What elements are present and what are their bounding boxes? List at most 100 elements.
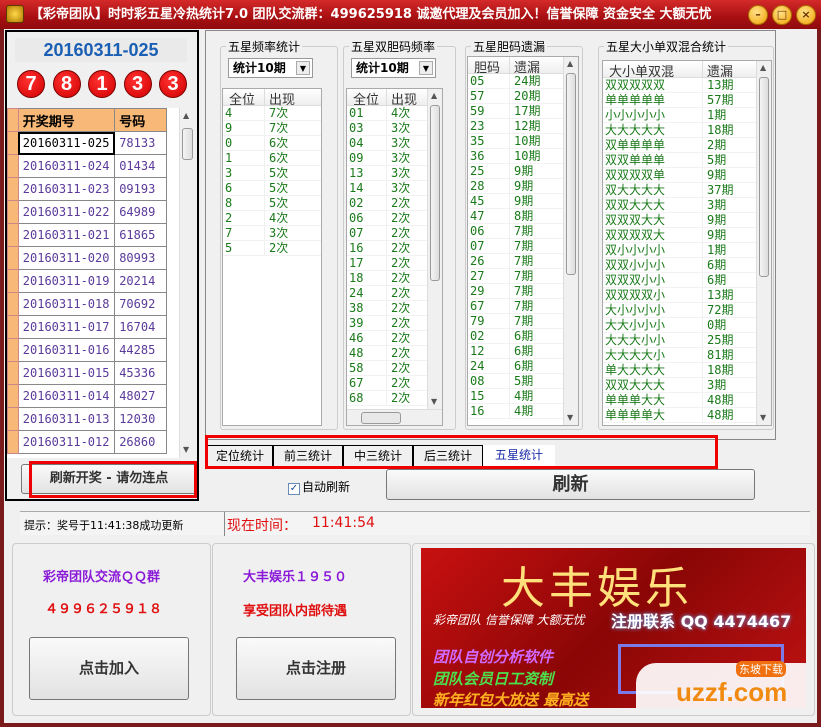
list-item[interactable]: 13 3次 — [347, 166, 442, 181]
list-item[interactable]: 04 3次 — [347, 136, 442, 151]
list-item[interactable]: 09 3次 — [347, 151, 442, 166]
list-item[interactable]: 双双双双单 9期 — [603, 168, 771, 183]
tab-2[interactable]: 中三统计 — [343, 445, 413, 466]
maximize-button[interactable]: □ — [772, 5, 792, 25]
list-item[interactable]: 07 7期 — [468, 239, 578, 254]
list-item[interactable]: 08 5期 — [468, 374, 578, 389]
table-row[interactable]: 20160311-025 78133 — [7, 131, 167, 155]
list-item[interactable]: 双大大大大 37期 — [603, 183, 771, 198]
list-item[interactable]: 27 7期 — [468, 269, 578, 284]
list-item[interactable]: 双双双双大 9期 — [603, 228, 771, 243]
table-row[interactable]: 20160311-019 20214 — [7, 269, 167, 293]
list-item[interactable]: 大大大小小 25期 — [603, 333, 771, 348]
table-row[interactable]: 20160311-016 44285 — [7, 338, 167, 362]
list-scrollbar[interactable]: ▲ ▼ — [427, 89, 442, 409]
pair-freq-list[interactable]: 全位 出现 01 4次 03 3次 04 3次 09 3次 13 3次 14 3次 02 2次 06 2次 07 2次… — [346, 88, 443, 426]
list-item[interactable]: 大大小小小 0期 — [603, 318, 771, 333]
list-item[interactable]: 06 2次 — [347, 211, 442, 226]
list-item[interactable]: 17 2次 — [347, 256, 442, 271]
tab-3[interactable]: 后三统计 — [413, 445, 483, 466]
table-row[interactable]: 20160311-020 80993 — [7, 246, 167, 270]
list-item[interactable]: 05 24期 — [468, 74, 578, 89]
list-item[interactable]: 68 2次 — [347, 391, 442, 406]
list-item[interactable]: 双双双大大 9期 — [603, 213, 771, 228]
list-item[interactable]: 24 6期 — [468, 359, 578, 374]
list-item[interactable]: 38 2次 — [347, 301, 442, 316]
list-item[interactable]: 双双小小小 6期 — [603, 258, 771, 273]
list-item[interactable]: 58 2次 — [347, 361, 442, 376]
column-header[interactable]: 大小单双混 — [603, 61, 703, 80]
table-row[interactable]: 20160311-018 70692 — [7, 292, 167, 316]
list-item[interactable]: 7 3次 — [223, 226, 321, 241]
table-row[interactable]: 20160311-014 48027 — [7, 384, 167, 408]
list-item[interactable]: 14 3次 — [347, 181, 442, 196]
table-row[interactable]: 20160311-012 26860 — [7, 430, 167, 454]
table-row[interactable]: 20160311-021 61865 — [7, 223, 167, 247]
column-header[interactable]: 遗漏 — [514, 61, 541, 76]
list-item[interactable]: 07 2次 — [347, 226, 442, 241]
list-item[interactable]: 双双双双小 13期 — [603, 288, 771, 303]
list-item[interactable]: 0 6次 — [223, 136, 321, 151]
table-row[interactable]: 20160311-013 12030 — [7, 407, 167, 431]
list-item[interactable]: 1 6次 — [223, 151, 321, 166]
list-item[interactable]: 06 7期 — [468, 224, 578, 239]
table-row[interactable]: 20160311-024 01434 — [7, 154, 167, 178]
minimize-button[interactable]: – — [748, 5, 768, 25]
refresh-draw-button[interactable]: 刷新开奖 - 请勿连点 — [21, 464, 197, 494]
list-item[interactable]: 单单单单单 57期 — [603, 93, 771, 108]
list-item[interactable]: 03 3次 — [347, 121, 442, 136]
list-item[interactable]: 双双双双双 13期 — [603, 78, 771, 93]
list-item[interactable]: 39 2次 — [347, 316, 442, 331]
list-item[interactable]: 8 5次 — [223, 196, 321, 211]
table-row[interactable]: 20160311-017 16704 — [7, 315, 167, 339]
tab-0[interactable]: 定位统计 — [207, 445, 273, 466]
list-item[interactable]: 79 7期 — [468, 314, 578, 329]
list-item[interactable]: 2 4次 — [223, 211, 321, 226]
list-item[interactable]: 小小小小小 1期 — [603, 108, 771, 123]
list-item[interactable]: 大大大大大 18期 — [603, 123, 771, 138]
list-item[interactable]: 16 2次 — [347, 241, 442, 256]
list-item[interactable]: 48 2次 — [347, 346, 442, 361]
column-header[interactable]: 遗漏 — [707, 65, 734, 80]
tab-1[interactable]: 前三统计 — [273, 445, 343, 466]
table-row[interactable]: 20160311-023 09193 — [7, 177, 167, 201]
list-item[interactable]: 12 6期 — [468, 344, 578, 359]
list-item[interactable]: 28 9期 — [468, 179, 578, 194]
list-item[interactable]: 5 2次 — [223, 241, 321, 256]
list-item[interactable]: 35 10期 — [468, 134, 578, 149]
list-item[interactable]: 23 12期 — [468, 119, 578, 134]
list-item[interactable]: 大大大大小 81期 — [603, 348, 771, 363]
list-item[interactable]: 57 20期 — [468, 89, 578, 104]
list-item[interactable]: 双单单单单 2期 — [603, 138, 771, 153]
list-item[interactable]: 单大大大大 18期 — [603, 363, 771, 378]
list-item[interactable]: 25 9期 — [468, 164, 578, 179]
list-item[interactable]: 双小小小小 1期 — [603, 243, 771, 258]
tab-4[interactable]: 五星统计 — [483, 445, 555, 466]
list-item[interactable]: 02 6期 — [468, 329, 578, 344]
list-item[interactable]: 15 4期 — [468, 389, 578, 404]
column-header[interactable]: 全位 — [223, 89, 265, 108]
column-header[interactable]: 胆码 — [468, 57, 510, 76]
list-item[interactable]: 双双单单单 5期 — [603, 153, 771, 168]
pair-period-select[interactable]: 统计10期 ▼ — [351, 58, 436, 78]
list-item[interactable]: 大小小小小 72期 — [603, 303, 771, 318]
list-item[interactable]: 单单单大大 48期 — [603, 393, 771, 408]
list-item[interactable]: 24 2次 — [347, 286, 442, 301]
freq-list[interactable]: 全位 出现 4 7次 9 7次 0 6次 1 6次 3 5次 6 5次 8 5次 2 4次 7 3次 5 2次 — [222, 88, 322, 426]
list-item[interactable]: 4 7次 — [223, 106, 321, 121]
freq-period-select[interactable]: 统计10期 ▼ — [228, 58, 313, 78]
list-hscrollbar[interactable] — [347, 409, 442, 425]
table-row[interactable]: 20160311-015 45336 — [7, 361, 167, 385]
list-item[interactable]: 67 2次 — [347, 376, 442, 391]
mix-list[interactable]: 大小单双混 遗漏 双双双双双 13期 单单单单单 57期 小小小小小 1期 大大大大大 18期 双单… — [602, 60, 772, 426]
list-item[interactable]: 26 7期 — [468, 254, 578, 269]
list-item[interactable]: 18 2次 — [347, 271, 442, 286]
close-button[interactable]: × — [796, 5, 816, 25]
list-item[interactable]: 36 10期 — [468, 149, 578, 164]
list-item[interactable]: 47 8期 — [468, 209, 578, 224]
list-item[interactable]: 9 7次 — [223, 121, 321, 136]
list-item[interactable]: 01 4次 — [347, 106, 442, 121]
list-item[interactable]: 02 2次 — [347, 196, 442, 211]
column-header[interactable]: 出现 — [269, 93, 296, 108]
ad-banner[interactable]: 大丰娱乐 彩帝团队 信誉保障 大额无忧 注册联系 QQ 4474467 团队自创… — [421, 548, 806, 708]
